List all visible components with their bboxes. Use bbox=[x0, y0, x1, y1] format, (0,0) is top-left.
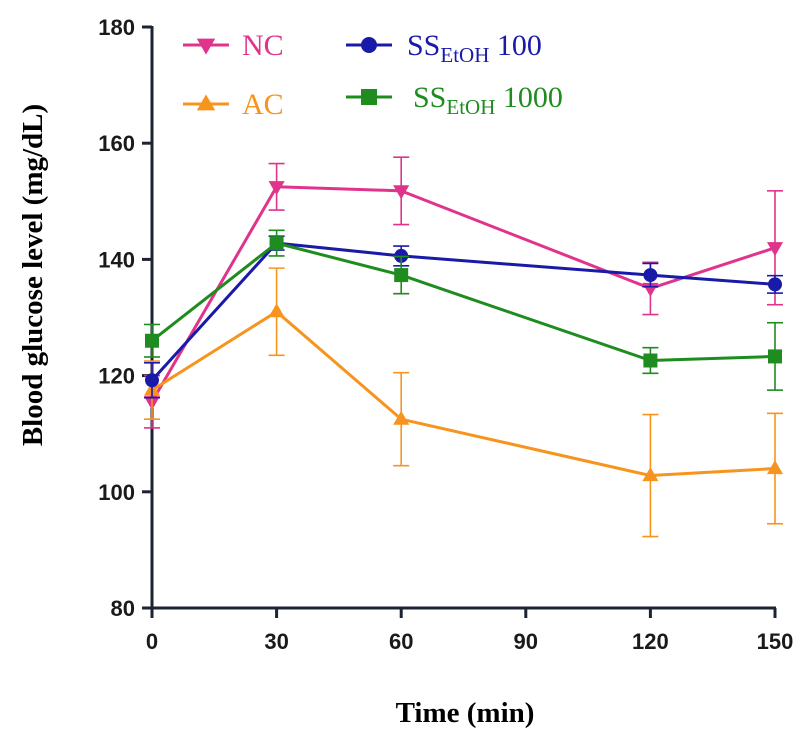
data-point bbox=[768, 277, 782, 292]
legend-label: SSEtOH 1000 bbox=[413, 81, 563, 119]
legend-swatch-marker bbox=[361, 89, 377, 105]
legend-label-tail: 1000 bbox=[495, 81, 563, 114]
x-tick-label: 150 bbox=[757, 629, 794, 654]
series-ss-etoh-100 bbox=[144, 235, 783, 399]
legend-item: SSEtOH 100 bbox=[346, 29, 542, 67]
y-tick-label: 120 bbox=[98, 364, 135, 389]
legend-item: SSEtOH 1000 bbox=[346, 81, 563, 119]
y-tick-label: 180 bbox=[98, 15, 135, 40]
data-point bbox=[766, 460, 784, 475]
legend-swatch-marker bbox=[361, 37, 377, 53]
x-tick-label: 0 bbox=[146, 629, 158, 654]
data-point bbox=[269, 236, 284, 251]
legend-swatch-marker bbox=[196, 94, 216, 111]
legend-swatch-marker bbox=[196, 38, 216, 55]
plot-area bbox=[143, 156, 784, 538]
axes bbox=[150, 26, 776, 610]
x-tick-label: 120 bbox=[632, 629, 669, 654]
legend-label-tail: 100 bbox=[489, 29, 542, 62]
series-nc bbox=[143, 156, 784, 429]
legend-label: AC bbox=[242, 88, 284, 121]
x-tick-label: 60 bbox=[389, 629, 413, 654]
y-tick-label: 100 bbox=[98, 480, 135, 505]
data-point bbox=[145, 333, 159, 348]
series-ss-etoh-1000 bbox=[144, 229, 783, 391]
x-axis-title: Time (min) bbox=[396, 697, 535, 729]
legend-label-main: SS bbox=[407, 29, 440, 62]
data-point bbox=[643, 268, 658, 283]
legend-label-subscript: EtOH bbox=[440, 43, 489, 67]
legend-label-main: NC bbox=[242, 29, 284, 62]
legend-label-subscript: EtOH bbox=[446, 95, 495, 119]
data-point bbox=[145, 373, 159, 388]
data-point bbox=[394, 268, 409, 283]
legend-item: AC bbox=[183, 88, 284, 121]
data-point bbox=[766, 242, 784, 257]
series-ac bbox=[143, 267, 784, 538]
y-axis-title: Blood glucose level (mg/dL) bbox=[17, 104, 49, 446]
x-tick-label: 30 bbox=[264, 629, 288, 654]
data-point bbox=[642, 467, 659, 482]
legend-label-main: SS bbox=[413, 81, 446, 114]
data-point bbox=[393, 185, 410, 200]
y-tick-label: 80 bbox=[111, 596, 135, 621]
legend-label: SSEtOH 100 bbox=[407, 29, 542, 67]
data-point bbox=[768, 349, 782, 364]
legend-label: NC bbox=[242, 29, 284, 62]
data-point bbox=[643, 353, 658, 368]
tick-group: 80 100 120 140 160 180 0 30 60 90 120 150 bbox=[98, 15, 793, 654]
data-point bbox=[268, 303, 285, 318]
y-tick-label: 140 bbox=[98, 247, 135, 272]
y-tick-label: 160 bbox=[98, 131, 135, 156]
series-line bbox=[150, 185, 776, 403]
legend-item: NC bbox=[183, 29, 284, 62]
x-tick-label: 90 bbox=[514, 629, 538, 654]
series-line bbox=[151, 310, 776, 478]
data-point bbox=[393, 410, 410, 425]
legend-label-main: AC bbox=[242, 88, 284, 121]
data-point bbox=[268, 181, 285, 196]
